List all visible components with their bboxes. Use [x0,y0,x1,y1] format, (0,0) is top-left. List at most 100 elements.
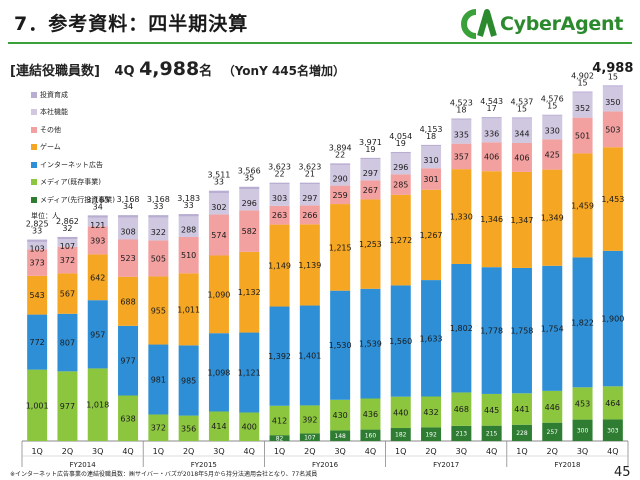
x-tick-label: 4Q [244,447,255,456]
data-label: 1,900 [601,315,624,324]
bar-segment [330,185,351,205]
x-tick-label: 3Q [92,447,103,456]
data-label: 567 [60,290,75,299]
data-label: 574 [211,231,226,240]
data-label: 1,098 [207,368,230,377]
bar-segment [239,186,260,190]
bar-segment [299,184,320,206]
data-label: 1,530 [329,341,352,350]
data-label: 33 [153,202,163,211]
bar-segment [421,189,442,281]
bar-segment [602,85,623,87]
bar-segment [602,419,623,441]
data-label: 19 [396,139,406,148]
total-label: 3,566 [238,167,261,176]
bar-segment [208,214,229,256]
bar-segment [178,216,199,237]
data-label: 955 [151,306,166,315]
data-label: 985 [181,377,196,386]
data-label: 372 [151,424,166,433]
total-label: 4,054 [389,132,412,141]
bar-segment [481,267,502,394]
bar-segment [542,115,563,140]
bar-segment [481,118,502,143]
bar-segment [57,313,78,372]
data-label: 34 [123,202,133,211]
data-label: 310 [423,156,438,165]
data-label: 977 [60,402,75,411]
bar-segment [118,217,139,240]
x-tick-label: 3Q [456,447,467,456]
x-tick-label: 2Q [547,447,558,456]
data-label: 510 [181,251,196,260]
bar-segment [511,142,532,172]
data-label: 34 [93,202,103,211]
bar-segment [390,396,411,429]
legend-item: その他 [31,121,115,139]
data-label: 425 [545,150,560,159]
data-label: 445 [484,406,499,415]
data-label: 344 [514,130,529,139]
data-label: 1,347 [510,216,533,225]
headline-quarter: 4Q [114,64,135,79]
bar-segment [208,411,229,441]
data-label: 103 [30,245,45,254]
legend-item: 本社機能 [31,104,115,122]
data-label: 357 [454,152,469,161]
bar-segment [542,265,563,391]
bar-segment [330,290,351,400]
headline-label: [連結役職員数] [10,64,100,79]
bar-segment [602,386,623,420]
data-label: 1,121 [238,369,261,378]
bar-segment [511,424,532,441]
bar-segment [572,91,593,93]
bar-segment [87,368,108,441]
legend-item: ゲーム [31,139,115,157]
bar-segment [421,280,442,397]
x-tick-label: 1Q [274,447,285,456]
total-label: 3,168 [117,195,140,204]
legend-item: メディア(先行投資事業) [31,191,115,209]
bar-segment [148,215,169,218]
bar-segment [118,239,139,277]
data-label: 33 [214,178,224,187]
bar-segment [542,390,563,423]
bar-segment [57,273,78,314]
data-label: 1,453 [601,195,624,204]
bar-segment [57,371,78,441]
total-label: 3,183 [177,194,200,203]
bar-segment [360,429,381,441]
data-label: 372 [60,256,75,265]
data-label: 22 [274,170,284,179]
legend-label: 投資育成 [40,90,68,99]
data-label: 1,253 [359,240,382,249]
data-label: 266 [302,211,317,220]
bar-segment [421,396,442,428]
bar-segment [481,393,502,426]
x-tick-label: 2Q [62,447,73,456]
bar-segment [572,257,593,388]
x-tick-label: 4Q [486,447,497,456]
data-label: 303 [272,194,287,203]
bar-segment [27,275,48,315]
title-underline [8,42,632,44]
data-label: 373 [30,259,45,268]
data-label: 35 [244,174,254,183]
bar-segment [269,306,290,406]
total-label: 4,153 [420,125,443,134]
data-label: 267 [363,186,378,195]
bar-segment [57,246,78,274]
bar-segment [360,157,381,160]
bar-segment [451,118,472,120]
data-label: 301 [423,175,438,184]
bar-segment [451,169,472,264]
data-label: 1,633 [420,334,443,343]
legend-swatch [31,126,37,133]
x-tick-label: 3Q [577,447,588,456]
bar-segment [87,217,108,227]
bar-segment [239,210,260,252]
data-label: 441 [514,405,529,414]
data-label: 406 [484,153,499,162]
chart-legend: 投資育成 本社機能 その他 ゲーム インターネット広告 メディア(既存事業) メディア(先行… [31,86,115,223]
